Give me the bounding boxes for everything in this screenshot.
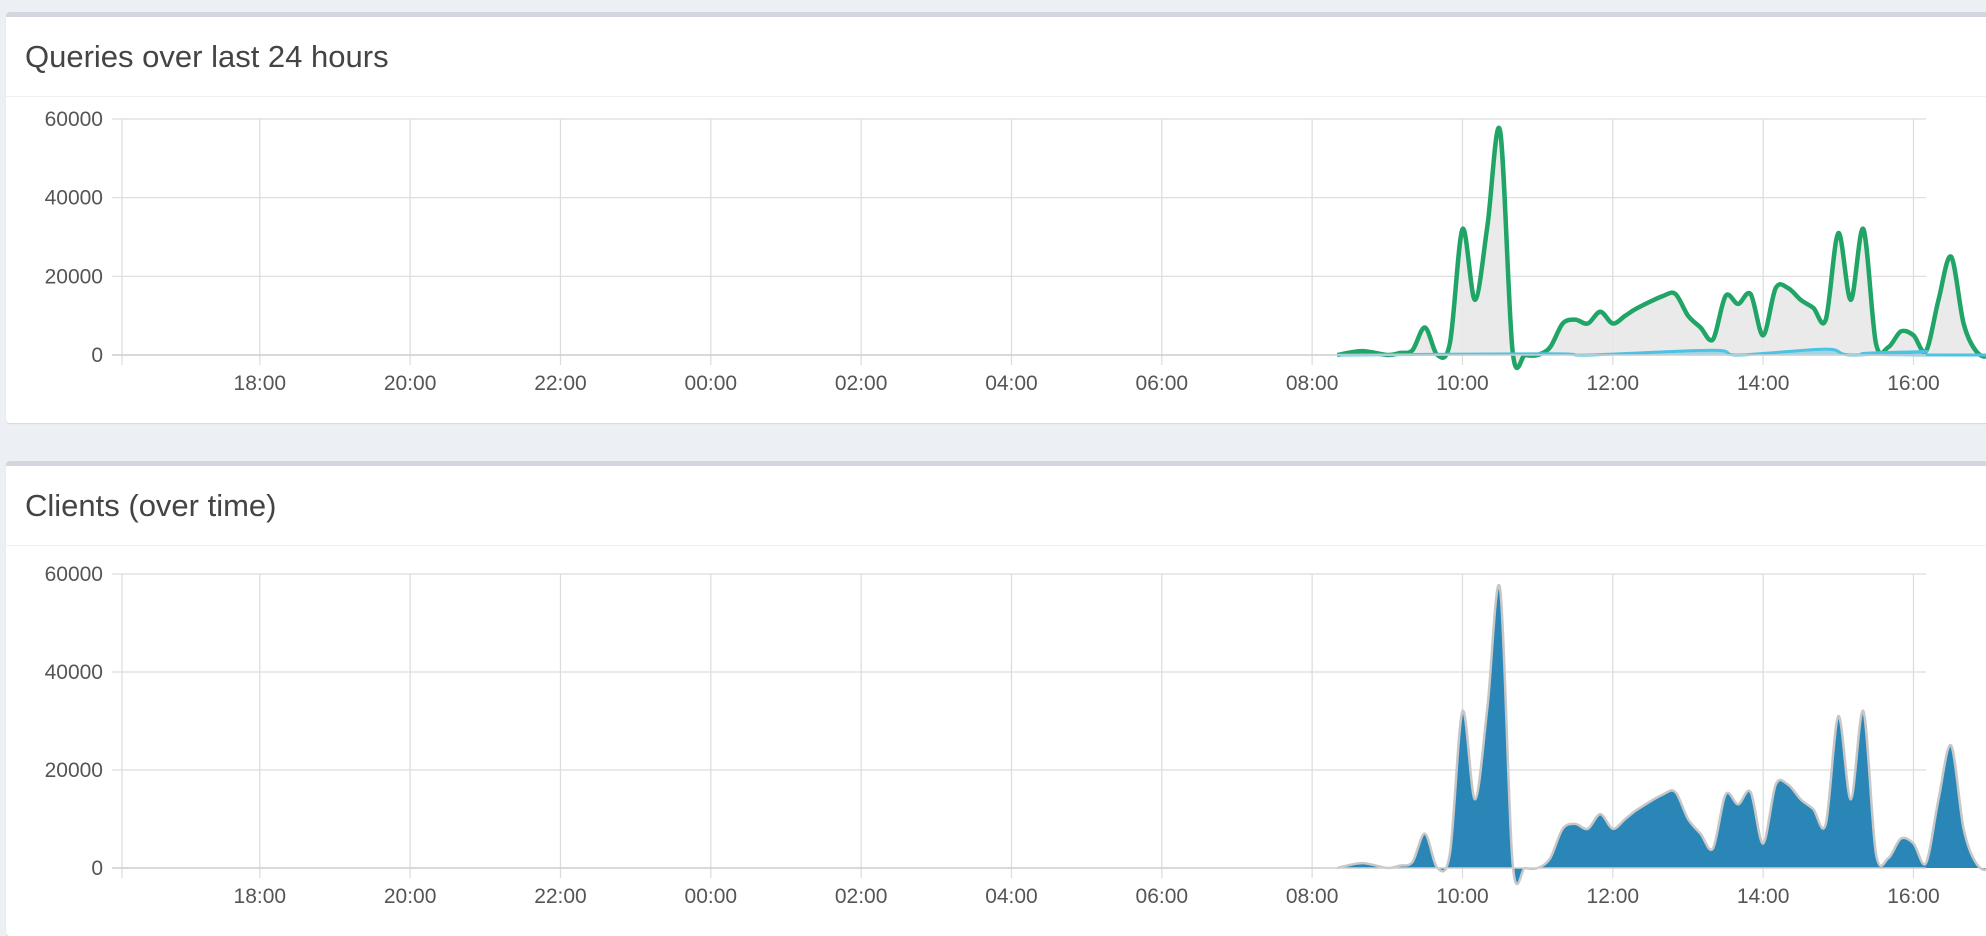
x-tick-label: 14:00 — [1737, 372, 1790, 395]
x-tick-label: 04:00 — [985, 885, 1038, 908]
clients-chart: 0 20000 40000 60000 18:00 20:00 22:00 00:00 02:0… — [45, 563, 1986, 908]
x-tick-label: 16:00 — [1887, 885, 1940, 908]
y-tick-label: 60000 — [45, 108, 103, 131]
x-tick-label: 10:00 — [1436, 885, 1489, 908]
permitted-line — [1336, 125, 1986, 371]
y-tick-label: 60000 — [45, 563, 103, 586]
x-tick-label: 22:00 — [534, 885, 587, 908]
x-tick-label: 12:00 — [1587, 885, 1640, 908]
y-tick-label: 40000 — [45, 661, 103, 684]
x-tick-label: 00:00 — [685, 885, 738, 908]
x-tick-label: 22:00 — [534, 372, 587, 395]
clients-chart-body: 0 20000 40000 60000 18:00 20:00 22:00 00:00 02:0… — [6, 546, 1986, 935]
x-tick-label: 18:00 — [234, 885, 287, 908]
x-tick-label: 14:00 — [1737, 885, 1790, 908]
x-tick-label: 08:00 — [1286, 372, 1339, 395]
queries-chart: 0 20000 40000 60000 18:00 20:00 22:00 00:00 02:0… — [45, 108, 1986, 395]
x-tick-label: 16:00 — [1887, 372, 1940, 395]
x-tick-label: 18:00 — [234, 372, 287, 395]
client-area — [1337, 585, 1986, 884]
x-tick-label: 04:00 — [985, 372, 1038, 395]
client-line — [1336, 583, 1986, 886]
clients-panel-header: Clients (over time) — [6, 466, 1986, 546]
x-tick-label: 00:00 — [685, 372, 738, 395]
x-tick-label: 08:00 — [1286, 885, 1339, 908]
x-tick-label: 06:00 — [1136, 885, 1189, 908]
x-tick-label: 12:00 — [1587, 372, 1640, 395]
x-tick-label: 20:00 — [384, 372, 437, 395]
queries-chart-body: 0 20000 40000 60000 18:00 20:00 22:00 00:00 02:0… — [6, 97, 1986, 422]
queries-panel-header: Queries over last 24 hours — [6, 17, 1986, 97]
clients-panel: Clients (over time) 0 20000 40000 60000 18:0… — [6, 461, 1986, 936]
x-tick-label: 02:00 — [835, 372, 888, 395]
y-tick-label: 20000 — [45, 759, 103, 782]
x-tick-label: 06:00 — [1136, 372, 1189, 395]
x-tick-label: 10:00 — [1436, 372, 1489, 395]
y-tick-label: 0 — [91, 857, 103, 880]
y-tick-label: 40000 — [45, 187, 103, 210]
y-tick-label: 20000 — [45, 265, 103, 288]
clients-panel-title: Clients (over time) — [25, 487, 277, 523]
queries-panel: Queries over last 24 hours 0 20000 40000 60… — [6, 12, 1986, 423]
permitted-area — [1337, 127, 1986, 368]
y-tick-label: 0 — [91, 344, 103, 367]
queries-panel-title: Queries over last 24 hours — [25, 38, 389, 74]
x-tick-label: 20:00 — [384, 885, 437, 908]
x-tick-label: 02:00 — [835, 885, 888, 908]
